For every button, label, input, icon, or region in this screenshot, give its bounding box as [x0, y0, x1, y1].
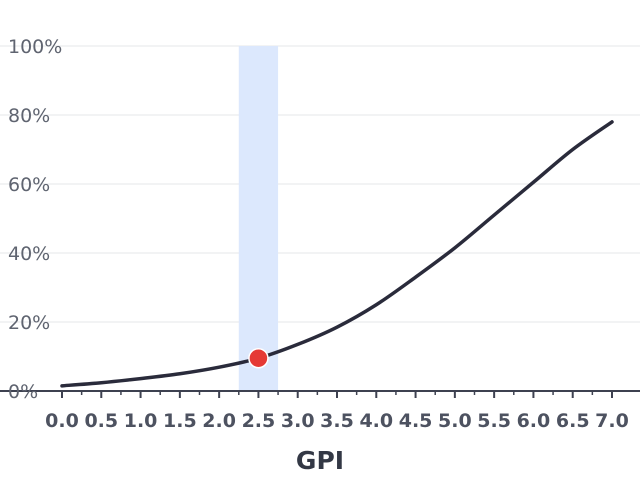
x-tick-label-14: 7.0: [595, 410, 629, 432]
x-tick-labels: 0.0 0.5 1.0 1.5 2.0 2.5 3.0 3.5 4.0 4.5 5.0 5.5 6.0 6…: [45, 410, 629, 432]
y-tick-label-2: 40%: [8, 243, 50, 265]
x-tick-label-7: 3.5: [320, 410, 354, 432]
x-tick-label-1: 0.5: [84, 410, 118, 432]
x-tick-label-10: 5.0: [438, 410, 472, 432]
x-tick-label-2: 1.0: [124, 410, 158, 432]
y-tick-label-5: 100%: [8, 36, 62, 58]
y-tick-label-1: 20%: [8, 312, 50, 334]
x-tick-label-9: 4.5: [399, 410, 433, 432]
highlight-point-layer: [248, 347, 269, 369]
grid-lines: [0, 45, 640, 323]
y-tick-labels: 0% 20% 40% 60% 80% 100%: [8, 36, 62, 403]
x-tick-label-0: 0.0: [45, 410, 79, 432]
highlight-band-layer: [238, 46, 279, 391]
x-tick-label-12: 6.0: [517, 410, 551, 432]
x-tick-label-4: 2.0: [202, 410, 236, 432]
highlight-point: [248, 347, 269, 369]
x-tick-label-8: 4.0: [359, 410, 393, 432]
y-tick-label-4: 80%: [8, 105, 50, 127]
x-tick-label-5: 2.5: [242, 410, 276, 432]
x-tick-label-3: 1.5: [163, 410, 197, 432]
x-tick-label-13: 6.5: [556, 410, 590, 432]
x-tick-label-6: 3.0: [281, 410, 315, 432]
series-line-0: [60, 120, 614, 388]
y-tick-label-0: 0%: [8, 381, 38, 403]
x-axis-label: GPI: [296, 446, 344, 475]
series-layer: [60, 120, 614, 388]
x-tick-label-11: 5.5: [477, 410, 511, 432]
x-axis: [0, 390, 640, 398]
y-tick-label-3: 60%: [8, 174, 50, 196]
highlight-band: [238, 46, 279, 391]
